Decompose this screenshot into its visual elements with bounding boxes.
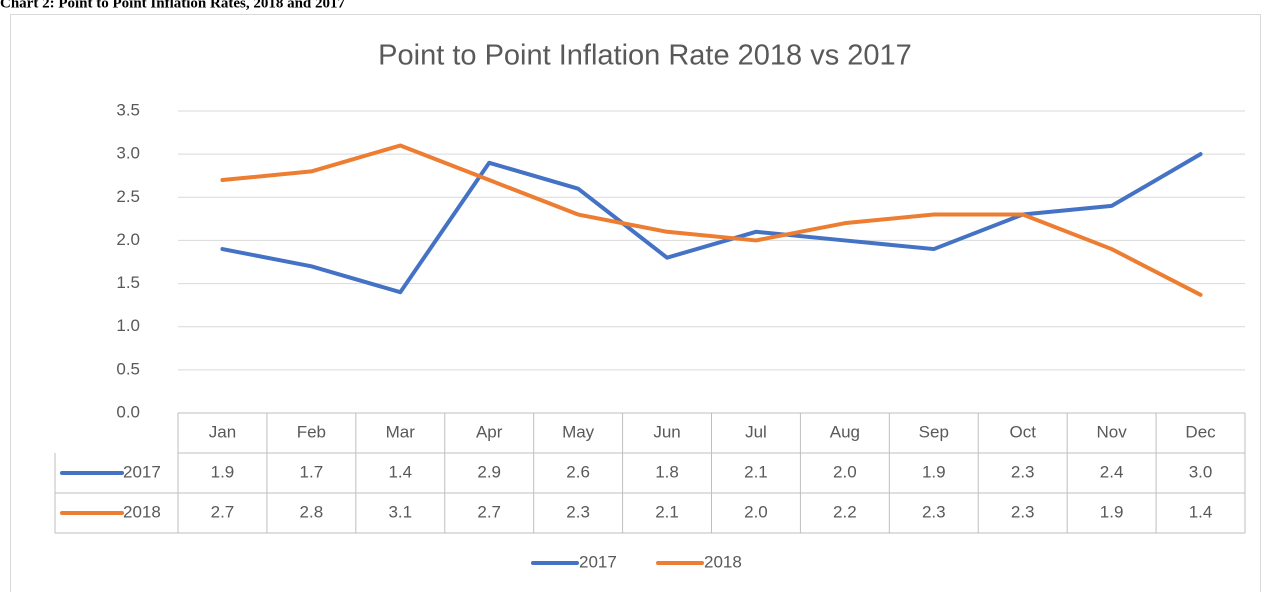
table-cell: 2.3 (922, 502, 946, 521)
table-cell: 2.7 (477, 502, 501, 521)
table-cell: 2.4 (1100, 462, 1124, 481)
x-tick-label: Apr (476, 422, 503, 441)
x-tick-label: Jan (209, 422, 236, 441)
x-tick-label: Oct (1009, 422, 1036, 441)
y-tick-label: 2.0 (116, 230, 140, 249)
table-cell: 1.9 (211, 462, 235, 481)
x-tick-label: Aug (830, 422, 860, 441)
y-tick-label: 0.0 (116, 402, 140, 421)
y-tick-label: 3.5 (116, 100, 140, 119)
table-cell: 3.1 (388, 502, 412, 521)
table-cell: 2.9 (477, 462, 501, 481)
table-row-header: 2018 (123, 502, 161, 521)
series-line (220, 152, 1203, 295)
table-cell: 1.9 (1100, 502, 1124, 521)
legend-label: 2018 (704, 552, 742, 571)
chart-border (10, 14, 1261, 592)
x-tick-label: May (562, 422, 595, 441)
x-tick-label: Nov (1097, 422, 1128, 441)
table-cell: 2.0 (833, 462, 857, 481)
x-tick-label: Feb (297, 422, 326, 441)
table-cell: 1.7 (300, 462, 324, 481)
table-cell: 2.2 (833, 502, 857, 521)
chart-title: Point to Point Inflation Rate 2018 vs 20… (378, 40, 912, 72)
series-line (220, 143, 1203, 297)
x-tick-label: Jun (653, 422, 680, 441)
table-cell: 2.7 (211, 502, 235, 521)
x-tick-label: Sep (919, 422, 949, 441)
table-cell: 1.9 (922, 462, 946, 481)
table-cell: 2.0 (744, 502, 768, 521)
table-cell: 2.3 (1011, 462, 1035, 481)
y-tick-label: 2.5 (116, 187, 140, 206)
table-cell: 2.6 (566, 462, 590, 481)
table-cell: 1.8 (655, 462, 679, 481)
table-cell: 2.1 (744, 462, 768, 481)
table-cell: 1.4 (1189, 502, 1213, 521)
y-tick-label: 3.0 (116, 144, 140, 163)
table-cell: 2.1 (655, 502, 679, 521)
y-tick-label: 1.0 (116, 316, 140, 335)
table-cell: 2.3 (1011, 502, 1035, 521)
y-tick-label: 1.5 (116, 273, 140, 292)
x-tick-label: Jul (745, 422, 767, 441)
table-cell: 2.8 (300, 502, 324, 521)
table-row-header: 2017 (123, 462, 161, 481)
legend-label: 2017 (579, 552, 617, 571)
x-tick-label: Dec (1185, 422, 1216, 441)
x-tick-label: Mar (386, 422, 416, 441)
caption: Chart 2: Point to Point Inflation Rates,… (0, 0, 346, 11)
table-cell: 2.3 (566, 502, 590, 521)
y-tick-label: 0.5 (116, 359, 140, 378)
table-cell: 1.4 (388, 462, 412, 481)
table-cell: 3.0 (1189, 462, 1213, 481)
